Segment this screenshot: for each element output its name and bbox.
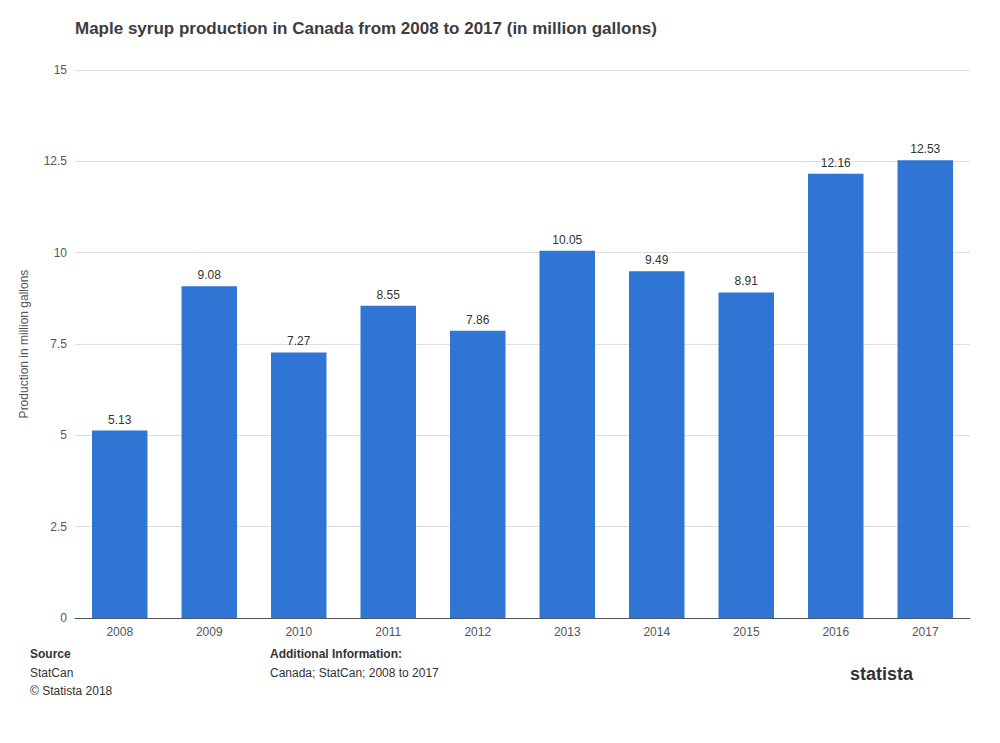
svg-text:Canada; StatCan; 2008 to 2017: Canada; StatCan; 2008 to 2017: [270, 666, 439, 680]
svg-text:5.13: 5.13: [108, 413, 132, 427]
svg-text:10.05: 10.05: [552, 233, 582, 247]
svg-text:7.86: 7.86: [466, 313, 490, 327]
svg-text:Additional Information:: Additional Information:: [270, 647, 402, 661]
svg-text:12.53: 12.53: [910, 142, 940, 156]
svg-text:statista: statista: [850, 664, 914, 684]
svg-text:2015: 2015: [733, 625, 760, 639]
svg-text:12.5: 12.5: [44, 154, 68, 168]
svg-text:8.55: 8.55: [377, 288, 401, 302]
svg-text:10: 10: [54, 246, 68, 260]
svg-text:2009: 2009: [196, 625, 223, 639]
svg-text:0: 0: [60, 611, 67, 625]
svg-text:15: 15: [54, 63, 68, 77]
svg-text:Maple syrup production in Cana: Maple syrup production in Canada from 20…: [75, 19, 657, 38]
svg-text:Source: Source: [30, 647, 71, 661]
svg-text:5: 5: [60, 428, 67, 442]
svg-text:12.16: 12.16: [821, 156, 851, 170]
svg-text:2014: 2014: [643, 625, 670, 639]
svg-text:7.27: 7.27: [287, 334, 311, 348]
svg-text:2017: 2017: [912, 625, 939, 639]
svg-text:2008: 2008: [106, 625, 133, 639]
svg-text:9.08: 9.08: [198, 268, 222, 282]
svg-text:2012: 2012: [464, 625, 491, 639]
svg-text:2.5: 2.5: [50, 520, 67, 534]
svg-text:7.5: 7.5: [50, 337, 67, 351]
svg-text:2010: 2010: [285, 625, 312, 639]
svg-text:2011: 2011: [375, 625, 401, 639]
svg-text:8.91: 8.91: [735, 274, 759, 288]
svg-text:© Statista 2018: © Statista 2018: [30, 684, 113, 698]
svg-text:2013: 2013: [554, 625, 581, 639]
svg-text:Production in million gallons: Production in million gallons: [17, 270, 31, 419]
svg-text:9.49: 9.49: [645, 253, 669, 267]
svg-text:2016: 2016: [822, 625, 849, 639]
svg-text:StatCan: StatCan: [30, 666, 73, 680]
